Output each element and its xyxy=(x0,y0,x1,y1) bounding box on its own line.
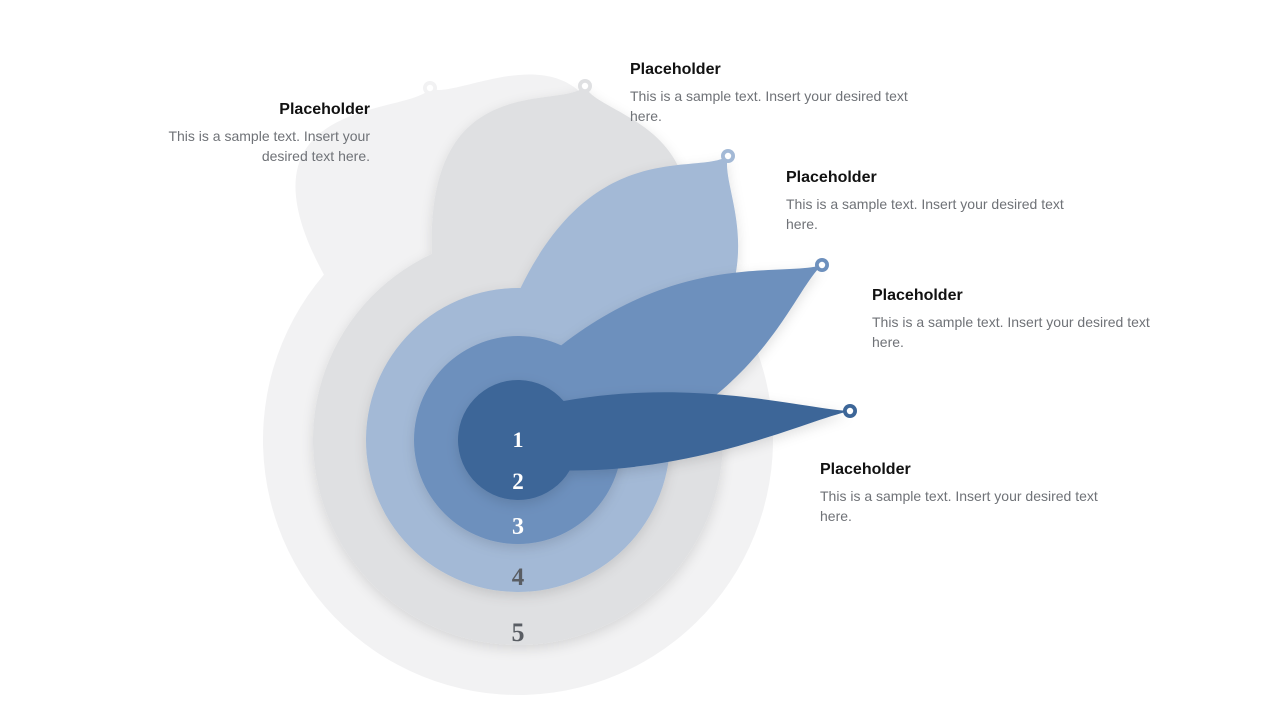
callout-dot-inner-1 xyxy=(847,408,853,414)
callout-5: Placeholder This is a sample text. Insert… xyxy=(820,460,1110,527)
layer-number-2: 2 xyxy=(498,469,538,495)
layer-number-1: 1 xyxy=(498,427,538,453)
diagram-stage: 1 2 3 4 5 Placeholder This is a sample text. … xyxy=(0,0,1280,720)
callout-4: Placeholder This is a sample text. Insert… xyxy=(872,286,1162,353)
layer-number-3: 3 xyxy=(498,514,538,541)
callout-2: Placeholder This is a sample text. Insert… xyxy=(630,60,920,127)
callout-title-5: Placeholder xyxy=(820,460,1110,480)
callout-title-1: Placeholder xyxy=(130,100,370,120)
callout-desc-4: This is a sample text. Insert your desir… xyxy=(872,312,1162,353)
callout-dot-inner-5 xyxy=(427,85,433,91)
callout-3: Placeholder This is a sample text. Insert… xyxy=(786,168,1076,235)
callout-dot-inner-4 xyxy=(582,83,588,89)
callout-title-4: Placeholder xyxy=(872,286,1162,306)
callout-dot-inner-3 xyxy=(725,153,731,159)
layer-number-4: 4 xyxy=(498,564,538,592)
callout-1: Placeholder This is a sample text. Insert… xyxy=(130,100,370,167)
callout-desc-2: This is a sample text. Insert your desir… xyxy=(630,86,920,127)
callout-dot-inner-2 xyxy=(819,262,825,268)
callout-desc-5: This is a sample text. Insert your desir… xyxy=(820,486,1110,527)
layer-number-5: 5 xyxy=(498,618,538,648)
callout-desc-1: This is a sample text. Insert your desir… xyxy=(130,126,370,167)
callout-title-3: Placeholder xyxy=(786,168,1076,188)
callout-title-2: Placeholder xyxy=(630,60,920,80)
callout-desc-3: This is a sample text. Insert your desir… xyxy=(786,194,1076,235)
